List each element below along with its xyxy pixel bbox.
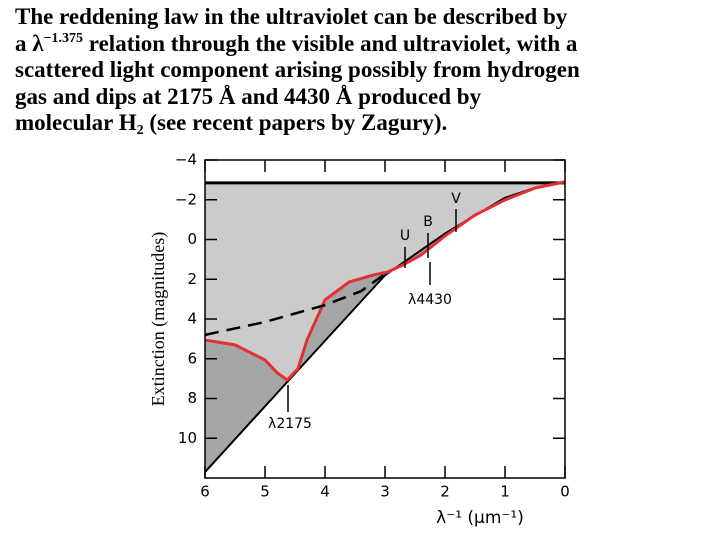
annotation: λ2175 xyxy=(268,416,312,432)
text-line: The reddening law in the ultraviolet can… xyxy=(15,4,568,29)
y-tick-label: 4 xyxy=(187,310,197,328)
description: The reddening law in the ultraviolet can… xyxy=(15,4,715,138)
annotation: V xyxy=(451,191,461,207)
y-tick-label: 6 xyxy=(187,349,197,367)
y-tick-label: 8 xyxy=(187,389,197,407)
y-tick-label: 0 xyxy=(187,230,197,248)
x-tick-label: 5 xyxy=(260,483,270,501)
y-tick-label: 2 xyxy=(187,270,197,288)
text-line: molecular H xyxy=(15,110,137,135)
text-line: scattered light component arising possib… xyxy=(15,57,580,82)
x-tick-label: 2 xyxy=(440,483,450,501)
text-line: gas and dips at 2175 Å and 4430 Å produc… xyxy=(15,83,482,109)
y-tick-label: −2 xyxy=(175,190,197,208)
annotation: λ4430 xyxy=(408,292,452,308)
data-line xyxy=(204,180,566,382)
y-tick-label: −4 xyxy=(175,151,197,169)
x-tick-label: 0 xyxy=(560,483,570,501)
annotation: U xyxy=(400,228,410,244)
x-tick-label: 3 xyxy=(380,483,390,501)
x-tick-label: 1 xyxy=(500,483,510,501)
x-axis-label: λ⁻¹ (μm⁻¹) xyxy=(436,508,524,528)
subscript: 2 xyxy=(136,123,144,138)
x-tick-label: 4 xyxy=(320,483,330,501)
data-line xyxy=(204,270,389,337)
text-line: a λ xyxy=(15,30,44,56)
light-area xyxy=(205,181,565,381)
x-tick-label: 6 xyxy=(200,483,210,501)
text-line: relation through the visible and ultravi… xyxy=(83,30,578,56)
exponent: −1.375 xyxy=(43,30,84,46)
annotation: B xyxy=(423,214,433,230)
y-tick-label: 10 xyxy=(178,429,197,447)
text-line: (see recent papers by Zagury). xyxy=(143,110,448,135)
y-axis-label: Extinction (magnitudes) xyxy=(148,232,169,406)
